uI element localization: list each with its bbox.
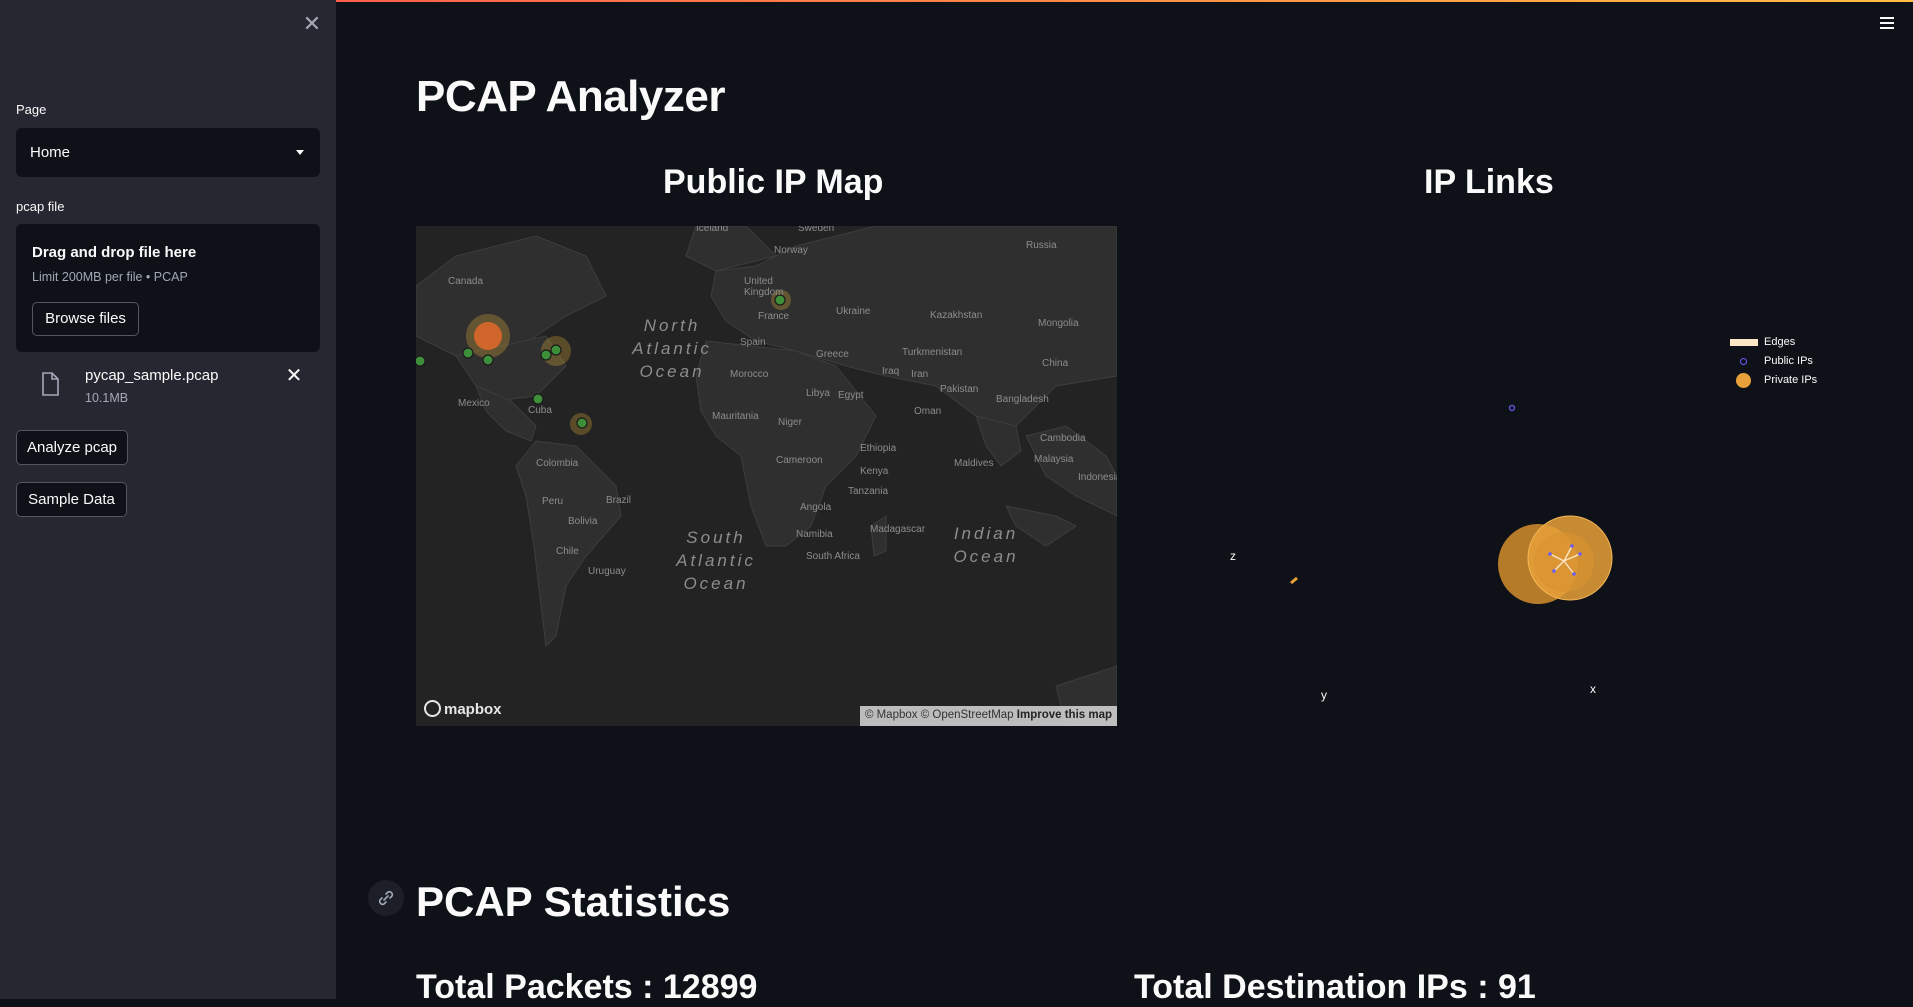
sample-data-button[interactable]: Sample Data bbox=[16, 482, 127, 517]
public-ip-map[interactable]: Iceland Sweden Norway Russia Canada Unit… bbox=[416, 226, 1117, 726]
map-label: France bbox=[758, 311, 790, 322]
map-label: Mexico bbox=[458, 398, 490, 409]
legend-edges[interactable]: Edges bbox=[1728, 333, 1817, 352]
dropzone-hint: Limit 200MB per file • PCAP bbox=[32, 270, 188, 284]
map-label: Chile bbox=[556, 546, 579, 557]
ocean-label: South Atlantic Ocean bbox=[676, 528, 756, 593]
map-label: Iceland bbox=[696, 226, 729, 234]
map-label: Indonesia bbox=[1078, 472, 1117, 483]
map-label: Cuba bbox=[528, 405, 552, 416]
map-label: Bolivia bbox=[568, 516, 598, 527]
map-label: Iraq bbox=[882, 366, 900, 377]
chevron-down-icon bbox=[296, 150, 304, 155]
map-label: Oman bbox=[914, 406, 942, 417]
map-label: Spain bbox=[740, 337, 766, 348]
file-size: 10.1MB bbox=[85, 391, 129, 405]
map-label: Malaysia bbox=[1034, 454, 1074, 465]
map-label: Russia bbox=[1026, 240, 1057, 251]
map-label: Pakistan bbox=[940, 384, 979, 395]
map-title: Public IP Map bbox=[663, 163, 884, 201]
map-label: Namibia bbox=[796, 529, 833, 540]
ocean-label: North Atlantic Ocean bbox=[632, 316, 712, 381]
map-label: Sweden bbox=[798, 226, 835, 234]
public-ip-node bbox=[1508, 404, 1516, 412]
ip-links-graph[interactable] bbox=[1134, 226, 1894, 726]
total-packets: Total Packets : 12899 bbox=[416, 968, 758, 1006]
public-ip-cluster bbox=[1548, 544, 1582, 576]
map-label: Morocco bbox=[730, 369, 769, 380]
map-label: Egypt bbox=[838, 390, 864, 401]
improve-map-link[interactable]: Improve this map bbox=[1016, 709, 1112, 721]
map-label: Iran bbox=[911, 369, 929, 380]
map-label: Maldives bbox=[954, 458, 994, 469]
map-label: Niger bbox=[778, 417, 802, 428]
map-label: United Kingdom bbox=[744, 276, 784, 298]
map-label: Uruguay bbox=[588, 566, 626, 577]
map-attribution: © Mapbox © OpenStreetMap Improve this ma… bbox=[859, 706, 1117, 726]
map-landmass bbox=[416, 226, 1117, 726]
map-label: South Africa bbox=[806, 551, 860, 562]
page-select[interactable]: Home bbox=[16, 128, 320, 177]
map-label: Cambodia bbox=[1040, 433, 1086, 444]
top-accent-line bbox=[0, 0, 1913, 2]
map-label: Kenya bbox=[860, 466, 889, 477]
legend-public-ips[interactable]: Public IPs bbox=[1728, 352, 1817, 371]
map-label: Kazakhstan bbox=[930, 310, 983, 321]
map-label: Bangladesh bbox=[996, 394, 1049, 405]
map-label: Brazil bbox=[606, 495, 632, 506]
mapbox-logo: mapbox bbox=[424, 700, 502, 718]
pcap-file-label: pcap file bbox=[16, 199, 65, 214]
links-title: IP Links bbox=[1424, 163, 1554, 201]
map-label: Turkmenistan bbox=[902, 347, 963, 358]
dropzone-title: Drag and drop file here bbox=[32, 244, 197, 261]
map-label: Angola bbox=[800, 502, 832, 513]
hamburger-menu-icon[interactable] bbox=[1876, 14, 1898, 32]
map-label: Mongolia bbox=[1038, 318, 1079, 329]
map-label: Norway bbox=[774, 245, 808, 256]
map-label: Cameroon bbox=[776, 455, 823, 466]
page-title: PCAP Analyzer bbox=[416, 72, 725, 121]
attribution-text[interactable]: © Mapbox © OpenStreetMap bbox=[864, 709, 1014, 721]
map-label: Mauritania bbox=[712, 411, 759, 422]
map-label: Greece bbox=[816, 349, 849, 360]
map-label: Ukraine bbox=[836, 306, 871, 317]
legend-private-ips[interactable]: Private IPs bbox=[1728, 371, 1817, 390]
sidebar: ✕ Page Home pcap file Drag and drop file… bbox=[0, 0, 336, 999]
file-dropzone[interactable]: Drag and drop file here Limit 200MB per … bbox=[16, 224, 320, 352]
edge-fragment bbox=[1290, 576, 1298, 585]
page-select-label: Page bbox=[16, 102, 47, 117]
browse-files-button[interactable]: Browse files bbox=[32, 302, 139, 336]
map-label: Ethiopia bbox=[860, 443, 897, 454]
ocean-label: Indian Ocean bbox=[953, 524, 1019, 566]
map-label: Libya bbox=[806, 388, 830, 399]
map-label: China bbox=[1042, 358, 1069, 369]
axis-label-x: x bbox=[1590, 682, 1596, 696]
close-sidebar-icon[interactable]: ✕ bbox=[302, 11, 322, 36]
page-select-value: Home bbox=[30, 144, 71, 161]
file-icon bbox=[42, 372, 59, 396]
link-icon[interactable] bbox=[368, 880, 404, 916]
map-label: Colombia bbox=[536, 458, 579, 469]
analyze-pcap-button[interactable]: Analyze pcap bbox=[16, 430, 128, 465]
remove-file-icon[interactable]: ✕ bbox=[285, 365, 303, 387]
edge-cluster bbox=[1549, 545, 1581, 575]
map-label: Madagascar bbox=[870, 524, 926, 535]
file-name: pycap_sample.pcap bbox=[85, 367, 219, 384]
axis-label-z: z bbox=[1230, 549, 1236, 563]
total-destination-ips: Total Destination IPs : 91 bbox=[1134, 968, 1536, 1006]
graph-canvas bbox=[1290, 404, 1613, 604]
map-label: Tanzania bbox=[848, 486, 889, 497]
map-label: Peru bbox=[542, 496, 564, 507]
graph-legend: Edges Public IPs Private IPs bbox=[1728, 333, 1817, 390]
axis-label-y: y bbox=[1321, 688, 1327, 702]
statistics-title: PCAP Statistics bbox=[416, 878, 731, 925]
map-label: Canada bbox=[448, 276, 484, 287]
